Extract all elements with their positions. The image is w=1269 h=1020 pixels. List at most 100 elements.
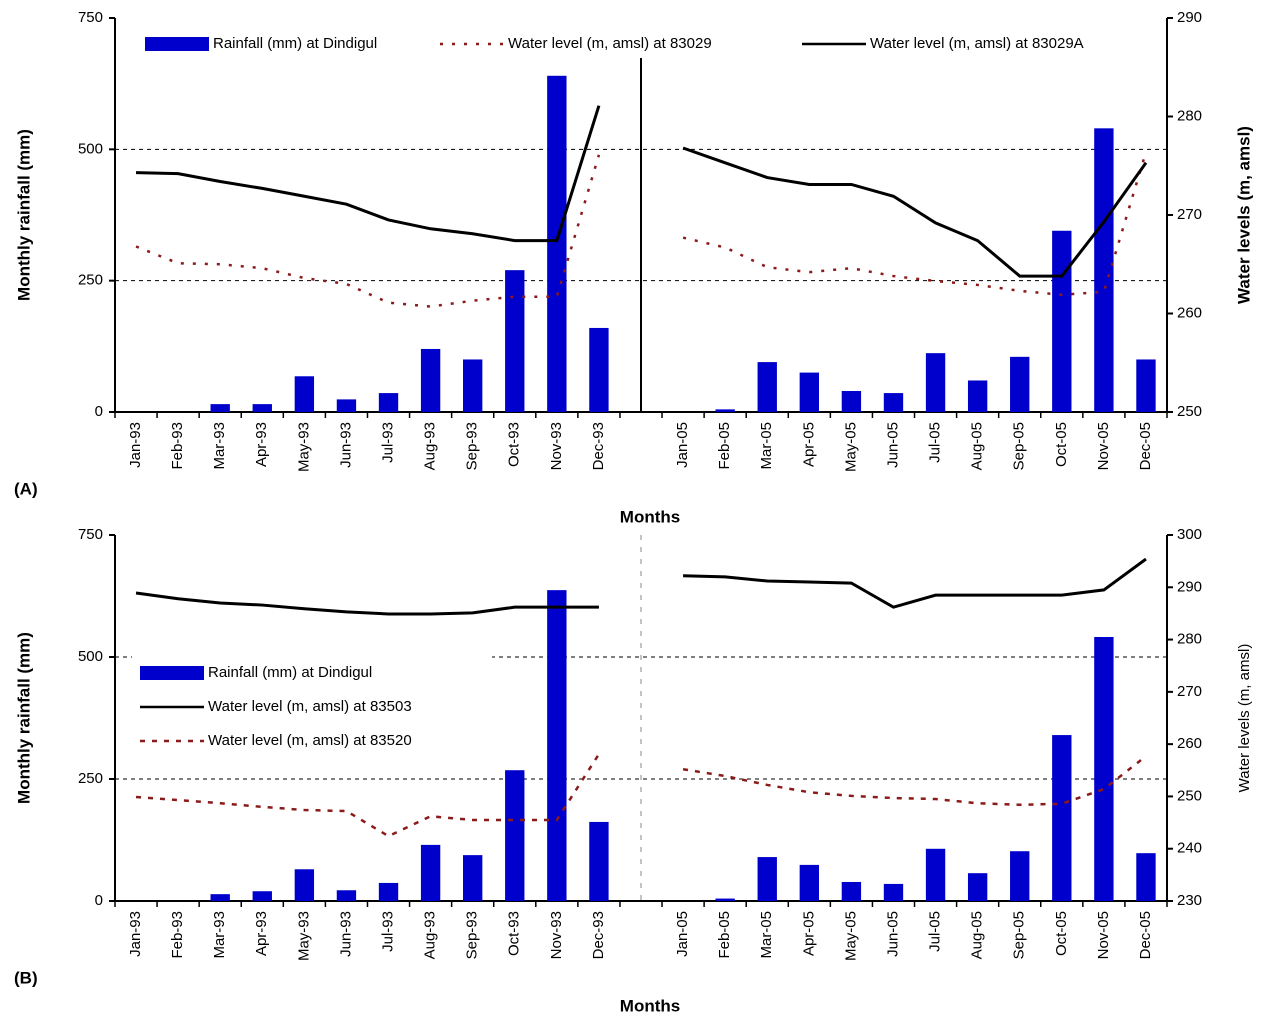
bar bbox=[210, 404, 230, 412]
y2-tick-label: 250 bbox=[1177, 787, 1202, 804]
y2-tick-label: 260 bbox=[1177, 304, 1202, 321]
legend-label: Rainfall (mm) at Dindigul bbox=[208, 664, 372, 681]
x-tick-label: Jan-05 bbox=[674, 422, 691, 468]
x-tick-label: Oct-93 bbox=[506, 911, 523, 956]
x-tick-label: May-05 bbox=[842, 422, 859, 472]
x-tick-label: Jul-05 bbox=[927, 911, 944, 952]
bar bbox=[715, 898, 735, 901]
x-tick-label: Jul-93 bbox=[379, 911, 396, 952]
x-tick-label: Apr-05 bbox=[800, 911, 817, 956]
y2-tick-label: 290 bbox=[1177, 9, 1202, 26]
y-tick-label: 250 bbox=[78, 770, 103, 787]
x-tick-label: Oct-05 bbox=[1053, 422, 1070, 467]
bar bbox=[420, 844, 441, 901]
bar bbox=[757, 362, 777, 412]
x-tick-label: Jun-05 bbox=[884, 911, 901, 957]
panel-label: (A) bbox=[14, 479, 38, 498]
bar bbox=[841, 881, 862, 901]
x-tick-label: Jan-05 bbox=[674, 911, 691, 957]
y2-axis-title: Water levels (m, amsl) bbox=[1236, 644, 1253, 793]
legend-label: Rainfall (mm) at Dindigul bbox=[213, 35, 377, 52]
bar bbox=[883, 883, 904, 901]
y2-tick-label: 280 bbox=[1177, 631, 1202, 648]
x-tick-label: Aug-93 bbox=[422, 422, 439, 470]
bar bbox=[547, 590, 567, 901]
bar bbox=[1094, 636, 1114, 901]
y2-tick-label: 270 bbox=[1177, 206, 1202, 223]
bar bbox=[799, 864, 819, 901]
bar bbox=[463, 359, 483, 412]
y-tick-label: 750 bbox=[78, 9, 103, 26]
bar bbox=[967, 873, 988, 901]
bar bbox=[1010, 851, 1030, 901]
bar bbox=[967, 380, 988, 412]
bar bbox=[210, 894, 230, 901]
panel-label: (B) bbox=[14, 968, 38, 987]
line-series bbox=[135, 557, 1147, 616]
y2-tick-label: 300 bbox=[1177, 526, 1202, 543]
x-tick-label: Jul-05 bbox=[927, 422, 944, 463]
bar bbox=[1094, 128, 1114, 412]
x-tick-label: Jun-93 bbox=[337, 422, 354, 468]
x-tick-label: Dec-05 bbox=[1137, 422, 1154, 470]
bar bbox=[841, 390, 862, 412]
bar bbox=[378, 393, 399, 412]
x-tick-label: May-05 bbox=[842, 911, 859, 961]
y2-axis-title: Water levels (m, amsl) bbox=[1234, 126, 1253, 304]
y2-tick-label: 290 bbox=[1177, 578, 1202, 595]
x-tick-label: Feb-05 bbox=[716, 911, 733, 959]
x-tick-label: Aug-93 bbox=[422, 911, 439, 959]
x-tick-label: Mar-05 bbox=[758, 422, 775, 470]
bar bbox=[715, 409, 735, 412]
bar bbox=[883, 393, 904, 412]
y-tick-label: 0 bbox=[95, 892, 103, 909]
bar bbox=[252, 891, 272, 901]
bar bbox=[925, 353, 946, 412]
x-tick-label: Jan-93 bbox=[127, 911, 144, 957]
y2-tick-label: 250 bbox=[1177, 403, 1202, 420]
x-tick-label: Apr-05 bbox=[800, 422, 817, 467]
bar bbox=[757, 857, 777, 901]
bar bbox=[1136, 359, 1156, 412]
bar bbox=[505, 270, 525, 412]
x-tick-label: Feb-93 bbox=[169, 422, 186, 470]
y-tick-label: 750 bbox=[78, 526, 103, 543]
legend-label: Water level (m, amsl) at 83029A bbox=[870, 35, 1084, 52]
bar bbox=[799, 372, 819, 412]
y-tick-label: 500 bbox=[78, 140, 103, 157]
bar bbox=[336, 890, 357, 901]
y-axis-title: Monthly rainfall (mm) bbox=[14, 632, 33, 804]
x-tick-label: Jun-93 bbox=[337, 911, 354, 957]
x-tick-label: Mar-93 bbox=[211, 911, 228, 959]
line-series bbox=[135, 753, 1147, 838]
bar bbox=[294, 869, 315, 901]
y2-tick-label: 270 bbox=[1177, 683, 1202, 700]
bar bbox=[1052, 735, 1072, 901]
legend-label: Water level (m, amsl) at 83029 bbox=[508, 35, 712, 52]
x-tick-label: Feb-93 bbox=[169, 911, 186, 959]
x-tick-label: May-93 bbox=[295, 911, 312, 961]
x-axis-title: Months bbox=[620, 507, 680, 526]
x-tick-label: Dec-93 bbox=[590, 911, 607, 959]
x-tick-label: Dec-93 bbox=[590, 422, 607, 470]
bar bbox=[505, 770, 525, 901]
bar bbox=[294, 376, 315, 412]
x-tick-label: Sep-05 bbox=[1011, 911, 1028, 959]
legend-swatch bbox=[145, 37, 209, 51]
y2-tick-label: 260 bbox=[1177, 735, 1202, 752]
bar bbox=[1010, 356, 1030, 412]
x-tick-label: Nov-05 bbox=[1095, 911, 1112, 959]
legend-swatch bbox=[140, 666, 204, 680]
x-tick-label: Apr-93 bbox=[253, 911, 270, 956]
y-axis-title: Monthly rainfall (mm) bbox=[14, 129, 33, 301]
line-series bbox=[136, 105, 1148, 278]
x-tick-label: Jun-05 bbox=[884, 422, 901, 468]
x-axis-title: Months bbox=[620, 996, 680, 1015]
x-tick-label: Oct-05 bbox=[1053, 911, 1070, 956]
y-tick-label: 0 bbox=[95, 403, 103, 420]
bar bbox=[547, 75, 567, 412]
bar bbox=[378, 882, 399, 901]
bar bbox=[336, 399, 357, 412]
bar bbox=[1136, 853, 1156, 901]
